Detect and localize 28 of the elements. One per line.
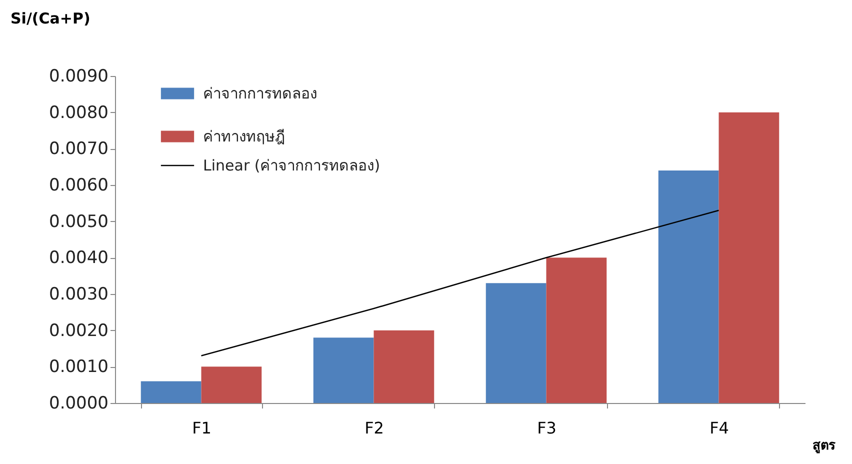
y-tick-label: 0.0040 — [49, 248, 108, 268]
x-tick-label: F1 — [192, 418, 212, 438]
x-tick-label: F4 — [710, 418, 729, 438]
y-tick-label: 0.0020 — [49, 320, 108, 341]
bar — [140, 381, 202, 403]
y-tick-label: 0.0000 — [49, 394, 108, 414]
x-tick-label: F2 — [364, 418, 384, 438]
legend-label: ค่าจากการทดลอง — [203, 84, 317, 102]
bar — [658, 170, 719, 403]
bar — [546, 258, 607, 403]
bar — [486, 283, 546, 403]
y-tick-label: 0.0070 — [49, 139, 108, 160]
y-tick-label: 0.0090 — [49, 66, 108, 86]
x-tick-label: F3 — [537, 418, 556, 438]
bar — [718, 112, 780, 403]
bar — [374, 330, 434, 403]
y-tick-label: 0.0050 — [49, 212, 108, 232]
y-axis-title: Si/(Ca+P) — [10, 10, 90, 28]
x-axis-title: สูตร — [812, 438, 836, 454]
legend-label: Linear (ค่าจากการทดลอง) — [203, 156, 380, 174]
y-tick-label: 0.0030 — [49, 284, 108, 304]
y-tick-label: 0.0080 — [49, 102, 108, 123]
bar — [201, 366, 262, 403]
legend-label: ค่าทางทฤษฎี — [203, 128, 285, 146]
y-tick-label: 0.0010 — [49, 357, 108, 378]
line-series — [200, 210, 720, 356]
bar — [313, 338, 374, 403]
y-tick-label: 0.0060 — [49, 176, 108, 196]
